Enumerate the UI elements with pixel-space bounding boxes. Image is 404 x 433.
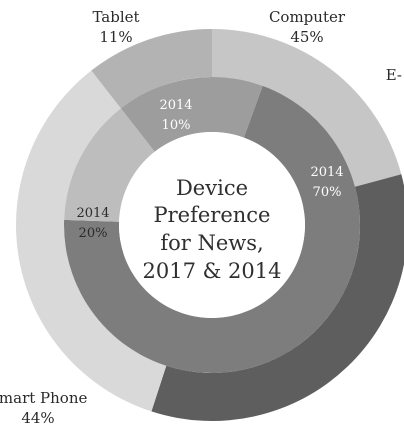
inner-label-tablet-pct: 10% xyxy=(162,118,191,133)
label-computer-name: Computer xyxy=(269,8,346,26)
label-e-name: E- xyxy=(386,66,402,84)
inner-label-smartphone-year: 2014 xyxy=(76,206,109,221)
outer-slice-smart-phone xyxy=(15,70,167,412)
outer-slice-computer xyxy=(212,29,402,187)
label-computer-pct: 45% xyxy=(290,28,323,46)
inner-ring-2014 xyxy=(63,77,361,374)
label-smartphone-pct: 44% xyxy=(21,409,54,427)
inner-slice-1 xyxy=(64,108,155,222)
chart-title-line-2: Preference xyxy=(154,203,271,227)
chart-title-line-3: for News, xyxy=(160,231,263,255)
outer-slice-tablet xyxy=(91,29,212,109)
inner-slice-0 xyxy=(63,85,361,374)
inner-slice-2 xyxy=(120,77,263,152)
chart-title-line-4: 2017 & 2014 xyxy=(143,259,282,283)
inner-label-computer-pct: 70% xyxy=(313,185,342,200)
inner-label-smartphone-pct: 20% xyxy=(79,226,108,241)
inner-label-computer-year: 2014 xyxy=(310,165,343,180)
outer-ring-2017 xyxy=(15,29,404,421)
outer-slice-e- xyxy=(151,174,404,421)
label-tablet-pct: 11% xyxy=(99,28,132,46)
center-hole xyxy=(119,132,305,318)
chart-title-line-1: Device xyxy=(176,176,248,200)
label-smartphone-name: Smart Phone xyxy=(0,389,87,407)
inner-label-tablet-year: 2014 xyxy=(159,98,192,113)
label-tablet-name: Tablet xyxy=(92,8,139,26)
